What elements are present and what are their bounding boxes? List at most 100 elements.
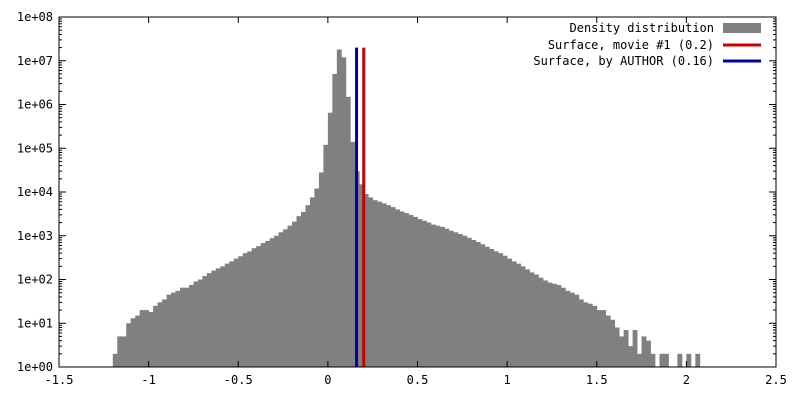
histogram-bar — [121, 336, 127, 367]
histogram-bar — [395, 209, 400, 367]
histogram-bar — [112, 353, 118, 367]
histogram-bar — [368, 197, 374, 367]
histogram-bar — [345, 96, 351, 368]
legend-label: Surface, by AUTHOR (0.16) — [533, 54, 714, 68]
histogram-bar — [336, 49, 342, 367]
histogram-bar — [610, 319, 616, 367]
histogram-bar — [646, 340, 651, 367]
histogram-bar — [444, 228, 450, 367]
histogram-bar — [260, 243, 266, 367]
y-tick-label: 1e+06 — [17, 98, 53, 112]
histogram-bar — [686, 353, 692, 367]
histogram-bar — [148, 312, 154, 367]
histogram-bar — [269, 238, 275, 367]
y-tick-label: 1e+08 — [17, 10, 53, 24]
histogram-bar — [179, 287, 185, 367]
histogram-bar — [274, 235, 279, 367]
x-tick-label: 1.5 — [586, 373, 608, 387]
histogram-bar — [493, 251, 499, 367]
histogram-bar — [408, 214, 414, 367]
histogram-bar — [574, 294, 580, 367]
x-tick-label: 0.5 — [407, 373, 429, 387]
histogram-bar — [220, 266, 226, 367]
histogram-bar — [489, 248, 495, 367]
histogram-bar — [404, 213, 409, 367]
histogram-bar — [314, 188, 320, 367]
histogram-bar — [498, 253, 504, 367]
histogram-bar — [677, 353, 683, 367]
histogram-bar — [350, 141, 356, 367]
histogram-bar — [256, 246, 262, 367]
histogram-bar — [430, 224, 436, 367]
histogram-bar — [471, 239, 477, 367]
histogram-bar — [296, 216, 302, 367]
histogram-bar — [466, 237, 472, 367]
legend-label: Density distribution — [570, 21, 715, 35]
histogram-bar — [565, 290, 571, 367]
histogram-bar — [278, 232, 284, 367]
y-tick-label: 1e+04 — [17, 185, 53, 199]
histogram-bar — [619, 336, 625, 367]
histogram-bar — [135, 315, 141, 367]
histogram-bars — [112, 49, 701, 368]
histogram-bar — [695, 353, 701, 367]
histogram-bar — [632, 330, 638, 367]
histogram-bar — [525, 269, 530, 367]
histogram-bar — [265, 240, 271, 367]
histogram-bar — [569, 292, 575, 367]
y-tick-label: 1e+00 — [17, 360, 53, 374]
histogram-bar — [453, 232, 459, 367]
histogram-bar — [305, 205, 311, 367]
histogram-bar — [439, 226, 445, 367]
histogram-bar — [551, 283, 557, 367]
histogram-bar — [480, 244, 486, 367]
histogram-bar — [117, 336, 123, 367]
histogram-bar — [130, 318, 136, 367]
histogram-bar — [171, 292, 176, 367]
histogram-bar — [229, 261, 235, 367]
histogram-bar — [448, 230, 454, 367]
histogram-bar — [211, 270, 217, 367]
histogram-bar — [435, 225, 441, 367]
histogram-bar — [556, 284, 562, 367]
histogram-bar — [144, 310, 150, 367]
histogram-bar — [583, 302, 589, 367]
histogram-bar — [175, 290, 181, 367]
histogram-bar — [637, 353, 642, 367]
histogram-bar — [529, 272, 535, 367]
histogram-bar — [233, 258, 239, 367]
histogram-bar — [596, 310, 602, 367]
y-tick-label: 1e+01 — [17, 316, 53, 330]
histogram-bar — [327, 112, 333, 367]
histogram-bar — [359, 184, 365, 367]
histogram-bar — [663, 353, 669, 367]
histogram-bar — [372, 200, 378, 367]
y-tick-label: 1e+07 — [17, 54, 53, 68]
histogram-bar — [601, 310, 607, 367]
histogram-bar — [484, 246, 490, 367]
histogram-bar — [188, 284, 194, 367]
histogram-bar — [534, 274, 539, 367]
histogram-bar — [605, 315, 611, 367]
histogram-bar — [283, 229, 288, 367]
histogram-bar — [475, 241, 481, 367]
histogram-bar — [238, 256, 244, 367]
histogram-bar — [538, 277, 544, 367]
histogram-bar — [224, 263, 230, 367]
histogram-bar — [341, 57, 347, 367]
histogram-bar — [511, 261, 517, 367]
histogram-bar — [520, 266, 526, 367]
histogram-bar — [162, 299, 167, 367]
histogram-bar — [318, 172, 324, 367]
histogram-bar — [516, 263, 521, 367]
histogram-bar — [323, 144, 329, 367]
y-tick-label: 1e+03 — [17, 229, 53, 243]
histogram-bar — [377, 201, 383, 367]
histogram-bar — [592, 305, 598, 367]
histogram-bar — [206, 273, 212, 367]
x-tick-label: 2 — [683, 373, 690, 387]
y-tick-label: 1e+02 — [17, 273, 53, 287]
histogram-bar — [126, 323, 132, 367]
histogram-bar — [363, 194, 369, 367]
